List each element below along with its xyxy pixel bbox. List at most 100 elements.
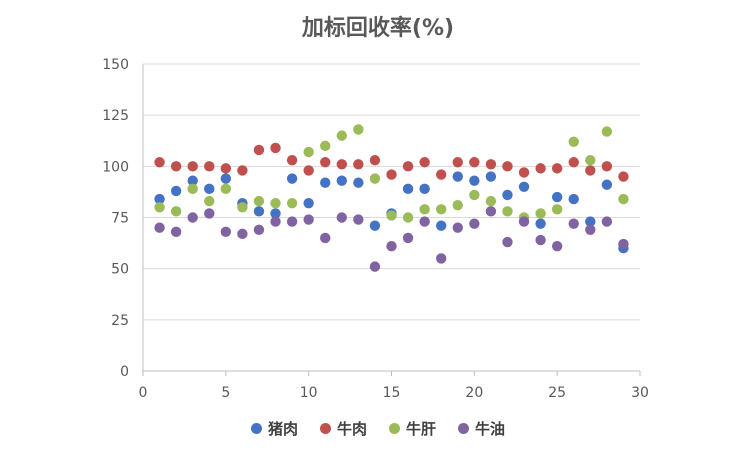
data-point-牛油	[618, 238, 629, 250]
data-point-猪肉	[336, 175, 347, 186]
x-tick-label: 20	[465, 385, 483, 401]
data-point-牛肝	[452, 200, 463, 211]
data-point-牛肉	[187, 161, 198, 172]
data-point-牛肉	[502, 161, 513, 172]
data-point-牛肝	[187, 183, 198, 195]
x-tick-label: 0	[139, 385, 148, 401]
data-point-牛肉	[353, 159, 364, 170]
data-point-牛油	[485, 206, 497, 217]
data-point-牛肝	[469, 189, 480, 201]
data-point-牛肉	[518, 167, 530, 178]
axes: 0 25 50 75 100 125 150 0 5 10 15 20 25 30	[102, 57, 649, 401]
data-point-牛肝	[286, 197, 298, 209]
data-point-牛肝	[386, 210, 397, 221]
x-tick-label: 30	[631, 385, 649, 401]
data-point-猪肉	[204, 183, 215, 195]
data-point-牛肉	[237, 165, 248, 176]
data-point-牛肉	[551, 163, 563, 174]
data-point-猪肉	[551, 191, 563, 203]
data-point-牛肉	[436, 169, 447, 180]
chart-title: 加标回收率(%)	[301, 16, 455, 41]
data-point-牛油	[585, 224, 596, 235]
data-point-猪肉	[369, 220, 381, 231]
y-tick-label: 75	[111, 211, 129, 227]
data-point-猪肉	[585, 216, 596, 227]
data-point-猪肉	[436, 220, 447, 231]
data-point-牛油	[253, 224, 265, 235]
data-point-猪肉	[303, 197, 314, 209]
data-point-牛肉	[303, 165, 314, 176]
data-point-牛肉	[568, 157, 579, 168]
x-tick-label: 10	[300, 385, 318, 401]
data-point-牛肝	[585, 154, 596, 166]
data-point-猪肉	[187, 175, 198, 186]
data-point-牛肝	[237, 202, 248, 213]
data-point-牛油	[601, 216, 613, 227]
legend-item: 牛肝	[389, 418, 436, 439]
data-point-牛肝	[320, 140, 331, 152]
data-point-猪肉	[154, 193, 165, 205]
x-tick-label: 25	[548, 385, 566, 401]
y-tick-label: 100	[102, 159, 129, 175]
data-point-牛油	[369, 261, 381, 272]
data-point-牛肝	[220, 183, 232, 195]
data-point-猪肉	[320, 177, 331, 188]
data-point-牛肝	[535, 208, 546, 219]
data-point-牛肝	[502, 206, 513, 217]
x-tick-label: 15	[383, 385, 401, 401]
data-point-牛肝	[154, 202, 165, 213]
data-point-牛肝	[419, 204, 430, 215]
data-point-牛油	[502, 236, 513, 248]
data-point-猪肉	[452, 171, 463, 182]
legend-label: 猪肉	[267, 420, 298, 438]
legend-item: 猪肉	[250, 418, 298, 439]
data-point-猪肉	[568, 193, 579, 205]
data-point-猪肉	[469, 175, 480, 186]
y-tick-label: 125	[102, 108, 129, 124]
legend-label: 牛肉	[336, 420, 367, 438]
data-point-牛肉	[535, 163, 546, 174]
data-point-牛油	[336, 212, 347, 223]
grid-lines	[143, 63, 640, 321]
data-point-牛油	[436, 253, 447, 264]
data-point-牛油	[386, 240, 397, 252]
data-point-牛油	[568, 218, 579, 229]
data-point-牛肉	[386, 169, 397, 180]
data-point-猪肉	[502, 189, 513, 201]
scatter-plot: 0 25 50 75 100 125 150 0 5 10 15 20 25 30	[102, 57, 649, 401]
data-point-猪肉	[170, 185, 182, 197]
data-point-牛肉	[220, 163, 232, 174]
data-point-牛肝	[303, 146, 314, 158]
data-points	[154, 124, 629, 272]
data-point-牛肉	[469, 157, 480, 168]
data-point-猪肉	[286, 173, 298, 184]
data-point-牛肝	[369, 173, 381, 184]
legend-marker-icon	[319, 423, 331, 434]
data-point-牛肝	[204, 195, 215, 207]
data-point-牛油	[187, 212, 198, 223]
data-point-牛油	[220, 226, 232, 238]
data-point-猪肉	[535, 218, 546, 229]
data-point-牛肝	[336, 130, 347, 141]
legend: 猪肉 牛肉 牛肝 牛油	[0, 418, 756, 439]
data-point-牛肉	[336, 159, 347, 170]
data-point-牛肝	[436, 204, 447, 215]
data-point-牛油	[270, 216, 281, 227]
data-point-牛油	[204, 208, 215, 219]
data-point-牛油	[402, 232, 414, 244]
data-point-猪肉	[601, 179, 613, 190]
data-point-牛肉	[485, 159, 497, 170]
data-point-牛肝	[270, 197, 281, 209]
y-tick-label: 25	[111, 313, 129, 329]
data-point-猪肉	[270, 208, 281, 219]
data-point-牛肝	[253, 195, 265, 207]
data-point-牛肝	[618, 193, 629, 205]
data-point-牛肝	[402, 212, 414, 223]
data-point-猪肉	[253, 206, 265, 217]
legend-item: 牛油	[458, 418, 505, 439]
data-point-牛肝	[170, 206, 182, 217]
data-point-牛油	[353, 214, 364, 225]
data-point-牛油	[452, 222, 463, 233]
data-point-牛肉	[369, 154, 381, 166]
